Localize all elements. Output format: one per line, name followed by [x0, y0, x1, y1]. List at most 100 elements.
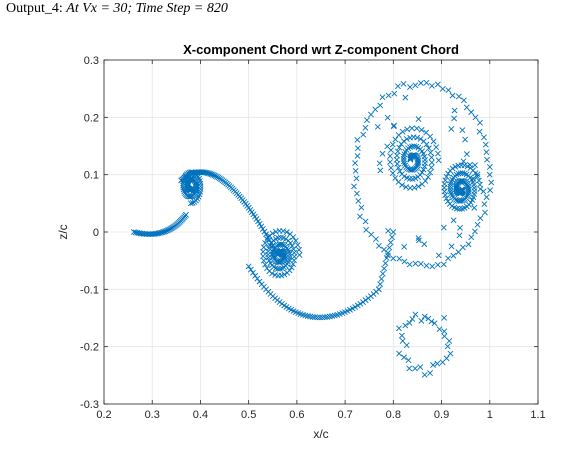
- data-point: [276, 241, 283, 248]
- x-tick-label: 0.6: [289, 409, 304, 421]
- data-point: [430, 362, 436, 368]
- y-tick-label: -0.2: [80, 342, 99, 354]
- data-point: [417, 80, 424, 86]
- data-point: [389, 141, 396, 148]
- data-point: [409, 316, 416, 322]
- data-point: [400, 80, 407, 87]
- data-point: [363, 226, 370, 233]
- y-tick-label: 0.1: [84, 170, 99, 182]
- data-point: [360, 131, 367, 138]
- data-point: [431, 320, 438, 327]
- data-point: [389, 170, 396, 177]
- data-point: [392, 175, 399, 181]
- data-point: [262, 240, 269, 246]
- data-point: [472, 114, 479, 121]
- data-point: [445, 255, 452, 262]
- data-point: [270, 252, 277, 259]
- data-point: [385, 227, 392, 234]
- data-point: [189, 184, 196, 191]
- data-point: [407, 134, 414, 141]
- data-point: [463, 151, 470, 158]
- data-point: [245, 263, 252, 270]
- data-point: [354, 190, 360, 197]
- data-point: [357, 213, 363, 220]
- data-point: [256, 220, 263, 227]
- data-point: [412, 311, 419, 318]
- data-point: [390, 255, 397, 262]
- data-point: [358, 204, 365, 211]
- data-point: [472, 162, 478, 169]
- data-point: [286, 251, 293, 258]
- data-point: [377, 102, 384, 109]
- y-tick-label: 0.2: [84, 112, 99, 124]
- data-point: [455, 249, 462, 256]
- data-point: [420, 138, 427, 145]
- data-point: [266, 233, 273, 239]
- data-point: [455, 93, 462, 100]
- data-point: [476, 177, 482, 184]
- data-point: [480, 188, 487, 195]
- data-point: [420, 166, 427, 173]
- data-point: [440, 224, 447, 231]
- data-point: [452, 163, 459, 170]
- data-point: [269, 270, 276, 277]
- data-point: [415, 235, 422, 241]
- data-point: [412, 365, 419, 372]
- data-point: [486, 164, 493, 170]
- data-point: [396, 144, 403, 151]
- figure-caption: Output_4: At Vx = 30; Time Step = 820: [6, 1, 228, 17]
- data-point: [357, 300, 364, 307]
- data-point: [417, 260, 424, 267]
- data-point: [427, 149, 434, 156]
- data-point: [286, 256, 292, 263]
- data-point: [388, 164, 394, 171]
- data-point: [434, 81, 441, 88]
- data-point: [394, 160, 401, 167]
- axis-ticks: 0.2 0.3 0.4 0.5 0.6 0.7 0.8 0.9 1 1.1 0.3 0.2 0.1 0 -0…: [80, 55, 546, 421]
- data-point: [450, 252, 457, 259]
- data-point: [384, 114, 391, 121]
- data-point: [401, 243, 408, 250]
- data-point: [400, 158, 407, 165]
- data-point: [399, 182, 405, 188]
- y-tick-label: -0.1: [80, 284, 99, 296]
- data-point: [481, 201, 488, 208]
- chart-title: X-component Chord wrt Z-component Chord: [183, 42, 459, 57]
- data-point: [384, 252, 391, 259]
- data-point: [261, 228, 268, 235]
- data-point: [395, 132, 402, 138]
- data-point: [273, 228, 279, 235]
- data-point: [409, 143, 415, 150]
- data-point: [450, 217, 457, 224]
- data-point: [281, 271, 288, 278]
- data-point: [487, 187, 494, 194]
- x-tick-label: 0.7: [337, 409, 352, 421]
- data-point: [476, 128, 483, 135]
- data-point: [451, 107, 458, 114]
- data-point: [406, 320, 413, 326]
- data-point: [283, 229, 290, 236]
- data-point: [287, 231, 294, 238]
- data-point: [373, 236, 379, 243]
- data-point: [385, 249, 391, 256]
- data-point: [390, 229, 397, 235]
- data-point: [354, 302, 361, 309]
- data-point: [403, 342, 410, 349]
- data-point: [435, 252, 442, 259]
- x-tick-label: 0.4: [193, 409, 208, 421]
- data-point: [374, 123, 381, 130]
- data-point: [433, 144, 440, 151]
- data-point: [484, 156, 490, 163]
- data-point: [445, 198, 451, 205]
- data-point: [183, 211, 189, 218]
- data-point: [441, 333, 448, 340]
- data-point: [421, 313, 428, 320]
- data-point: [316, 314, 323, 321]
- data-point: [389, 234, 395, 241]
- data-point: [459, 127, 466, 134]
- data-point: [417, 136, 424, 142]
- data-point: [448, 126, 455, 132]
- data-point: [440, 261, 447, 268]
- data-point: [264, 236, 270, 243]
